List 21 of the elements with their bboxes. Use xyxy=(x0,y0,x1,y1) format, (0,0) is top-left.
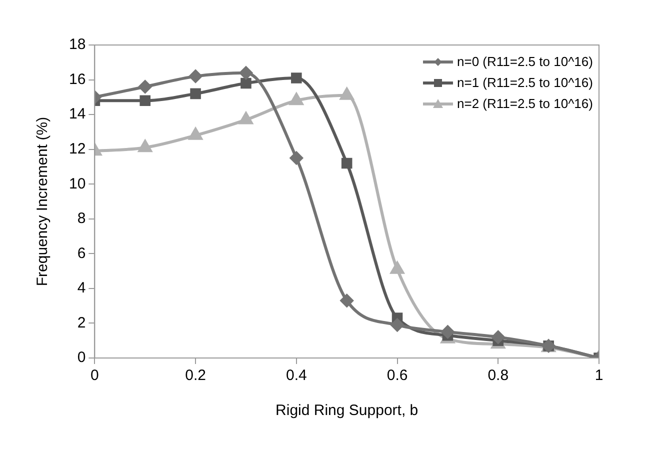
y-tick-label: 4 xyxy=(77,280,86,297)
y-tick-label: 10 xyxy=(68,175,86,192)
legend-label: n=2 (R11=2.5 to 10^16) xyxy=(457,96,593,111)
y-tick-label: 6 xyxy=(77,244,86,262)
y-tick-label: 12 xyxy=(68,140,86,158)
x-tick-label: 0.4 xyxy=(286,367,307,384)
y-tick-label: 0 xyxy=(77,349,86,366)
x-tick-label: 0.8 xyxy=(488,367,509,384)
y-tick-label: 16 xyxy=(68,70,86,88)
legend-label: n=0 (R11=2.5 to 10^16) xyxy=(457,54,593,69)
y-tick-label: 8 xyxy=(77,210,86,228)
y-tick-label: 14 xyxy=(68,106,86,123)
legend-label: n=1 (R11=2.5 to 10^16) xyxy=(457,75,593,90)
x-tick-label: 0.6 xyxy=(386,367,408,384)
y-tick-label: 18 xyxy=(68,36,86,54)
y-tick-label: 2 xyxy=(77,314,86,332)
x-tick-label: 0.2 xyxy=(185,367,206,384)
x-tick-label: 0 xyxy=(90,367,99,384)
y-axis-title: Frequency Increment (%) xyxy=(34,116,52,286)
x-tick-label: 1 xyxy=(594,367,604,384)
x-axis-title: Rigid Ring Support, b xyxy=(276,402,418,420)
